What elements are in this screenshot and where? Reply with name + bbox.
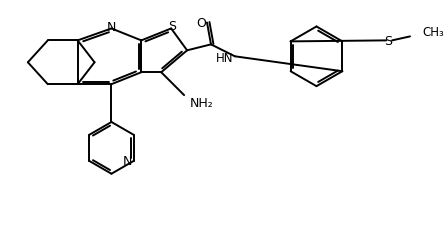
Text: S: S	[168, 20, 176, 33]
Text: CH₃: CH₃	[422, 26, 444, 39]
Text: HN: HN	[215, 52, 233, 65]
Text: O: O	[196, 17, 206, 30]
Text: S: S	[384, 35, 392, 48]
Text: N: N	[107, 21, 116, 34]
Text: NH₂: NH₂	[190, 97, 214, 109]
Text: N: N	[123, 155, 133, 168]
